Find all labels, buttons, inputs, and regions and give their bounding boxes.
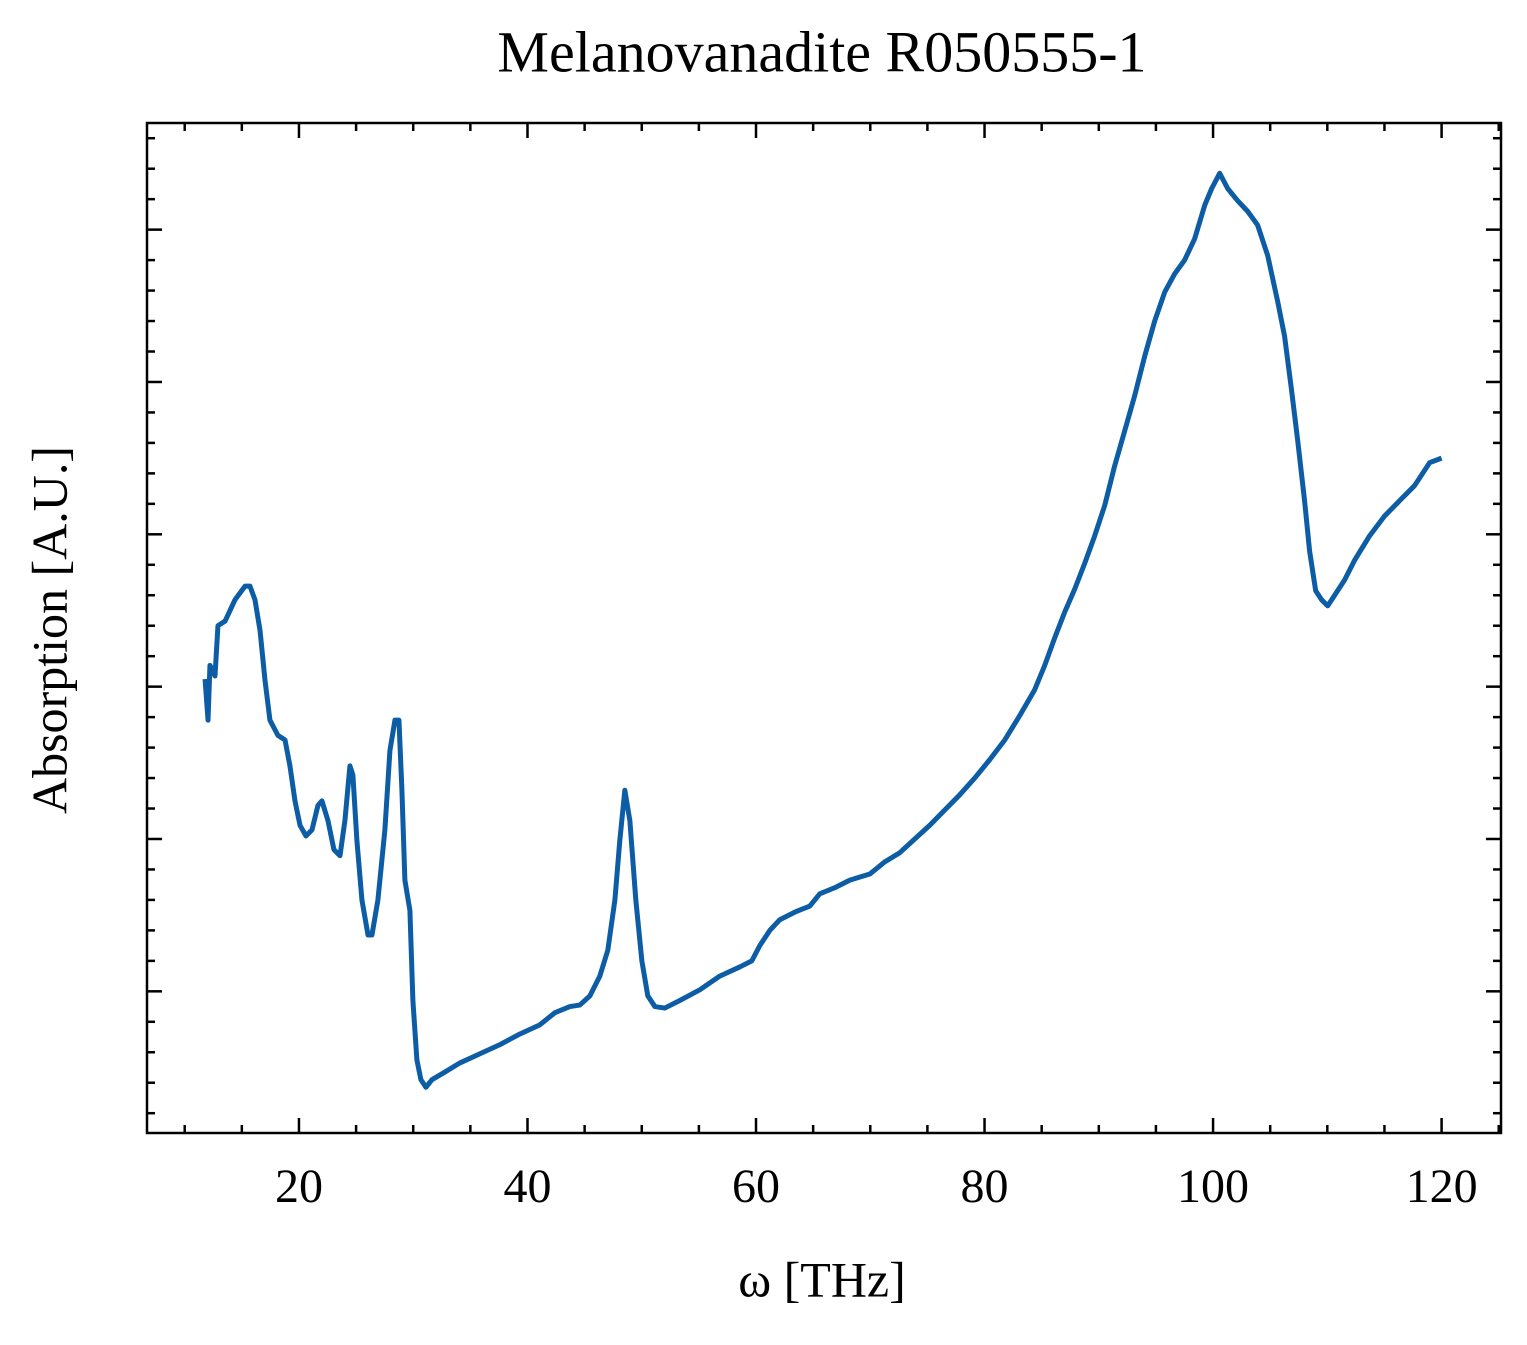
- x-tick-label: 20: [275, 1160, 323, 1213]
- x-tick-label: 120: [1406, 1160, 1478, 1213]
- plot-frame: [145, 121, 1503, 1135]
- x-tick-label: 40: [503, 1160, 551, 1213]
- x-tick-label: 100: [1177, 1160, 1249, 1213]
- chart-title: Melanovanadite R050555-1: [497, 19, 1146, 84]
- data-line: [202, 170, 1443, 1090]
- x-tick-label: 60: [732, 1160, 780, 1213]
- x-axis-label: ω [THz]: [738, 1251, 906, 1307]
- y-axis-label: Absorption [A.U.]: [21, 446, 77, 814]
- x-tick-label: 80: [961, 1160, 1009, 1213]
